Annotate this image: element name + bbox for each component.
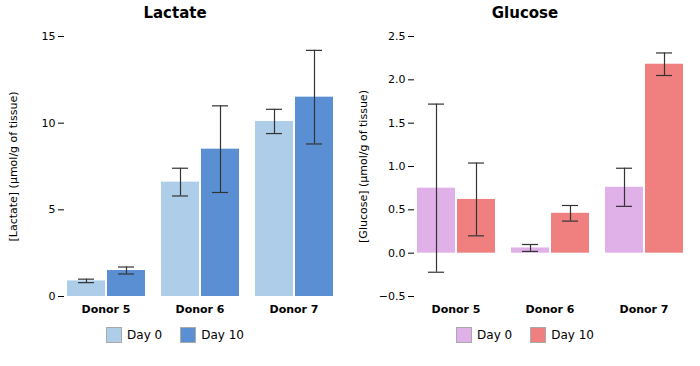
html-text:Day 10: Day 10 xyxy=(201,327,244,342)
svg-text:0.0: 0.0 xyxy=(388,247,406,260)
svg-text:Donor 5: Donor 5 xyxy=(82,303,131,316)
html-text:Day 10: Day 10 xyxy=(551,327,594,342)
svg-text:Donor 6: Donor 6 xyxy=(526,303,575,316)
html-text:Lactate: Lactate xyxy=(143,4,207,22)
html-text:Glucose: Glucose xyxy=(491,4,559,22)
svg-text:Donor 5: Donor 5 xyxy=(432,303,481,316)
svg-text:10: 10 xyxy=(42,117,56,130)
html-text:Day 0: Day 0 xyxy=(127,327,163,342)
svg-text:5: 5 xyxy=(49,203,56,216)
svg-text:Donor 7: Donor 7 xyxy=(270,303,319,316)
svg-text:0.5: 0.5 xyxy=(388,203,406,216)
html-text:Day 0: Day 0 xyxy=(477,327,513,342)
svg-text:[Glucose] (μmol/g of tissue): [Glucose] (μmol/g of tissue) xyxy=(357,90,370,243)
svg-text:2.0: 2.0 xyxy=(388,73,406,86)
svg-text:Donor 6: Donor 6 xyxy=(176,303,225,316)
svg-text:0: 0 xyxy=(49,290,56,303)
svg-text:15: 15 xyxy=(42,30,56,43)
svg-text:Donor 7: Donor 7 xyxy=(620,303,669,316)
svg-text:1.5: 1.5 xyxy=(388,117,406,130)
svg-text:2.5: 2.5 xyxy=(388,30,406,43)
svg-text:1.0: 1.0 xyxy=(388,160,406,173)
svg-text:−0.5: −0.5 xyxy=(379,290,406,303)
svg-text:[Lactate] (μmol/g of tissue): [Lactate] (μmol/g of tissue) xyxy=(7,91,20,241)
